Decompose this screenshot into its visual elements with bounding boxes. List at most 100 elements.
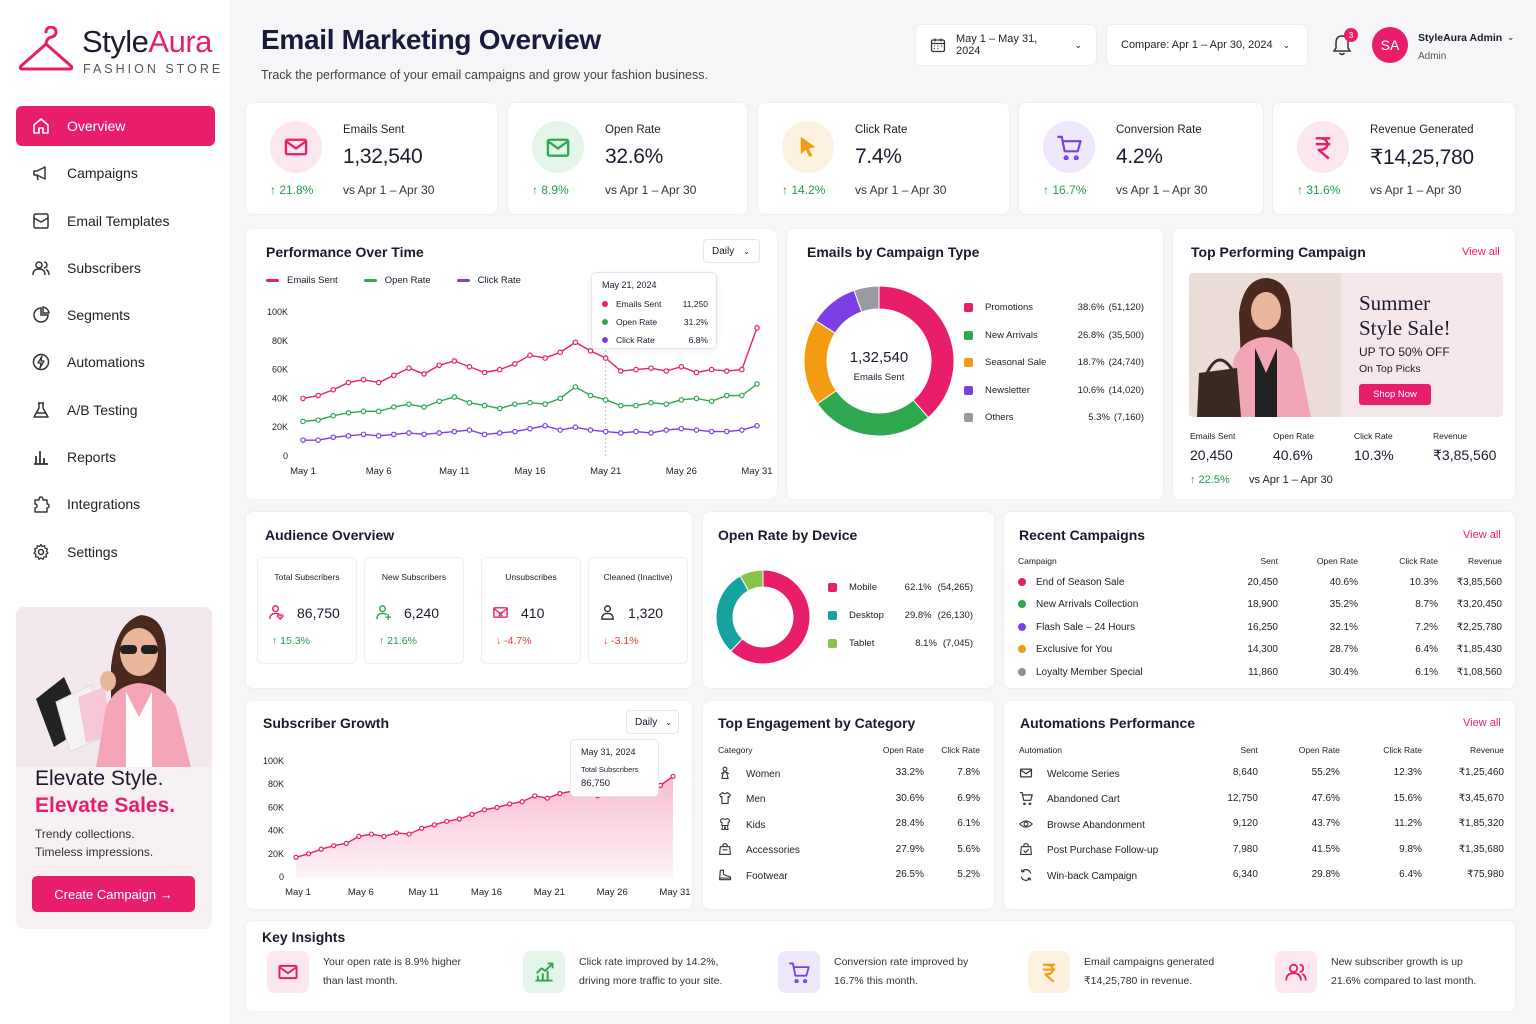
banner-title: Summer Style Sale!	[1359, 291, 1451, 340]
table-cell: 28.7%	[1278, 639, 1358, 662]
user-name[interactable]: StyleAura Admin	[1418, 32, 1503, 44]
sidebar-item-segments[interactable]: Segments	[16, 295, 215, 335]
table-row[interactable]: Welcome Series 8,640 55.2% 12.3% ₹1,25,460	[1019, 760, 1504, 786]
y-tick-label: 40K	[272, 393, 288, 403]
legend-label: Open Rate	[384, 275, 431, 286]
sidebar-item-label: Reports	[67, 449, 117, 466]
legend-pct: 18.7%	[1077, 357, 1105, 368]
table-row[interactable]: Footwear 26.5% 5.2%	[718, 862, 980, 888]
kpi-value: 1,32,540	[343, 145, 423, 168]
table-row[interactable]: Win-back Campaign 6,340 29.8% 6.4% ₹75,980	[1019, 862, 1504, 888]
table-row[interactable]: Abandoned Cart 12,750 47.6% 15.6% ₹3,45,670	[1019, 786, 1504, 812]
chevron-down-icon[interactable]: ⌄	[1507, 32, 1515, 42]
compare-picker[interactable]: Compare: Apr 1 – Apr 30, 2024 ⌄	[1106, 24, 1308, 66]
legend-item: Open Rate	[363, 275, 431, 286]
campaign-banner[interactable]: Summer Style Sale! UP TO 50% OFF On Top P…	[1189, 273, 1503, 417]
notification-button[interactable]: 3	[1332, 28, 1358, 56]
audience-stat-unsubscribes[interactable]: Unsubscribes 410 ↓ -4.7%	[481, 557, 581, 664]
data-point	[557, 427, 564, 433]
cart-icon	[1019, 791, 1033, 806]
legend-value: (7,045)	[942, 638, 973, 649]
automations-table: Automation Sent Open Rate Click Rate Revenue…	[1019, 740, 1504, 888]
table-row[interactable]: Flash Sale – 24 Hours 16,250 32.1% 7.2% ₹2,2…	[1018, 616, 1502, 639]
insight-item: Your open rate is 8.9% higher than last m…	[267, 951, 461, 993]
sidebar-item-integrations[interactable]: Integrations	[16, 484, 215, 524]
cell-text: New Arrivals Collection	[1036, 599, 1139, 611]
view-all-link[interactable]: View all	[1463, 529, 1501, 541]
table-row[interactable]: Exclusive for You 14,300 28.7% 6.4% ₹1,85,43…	[1018, 639, 1502, 662]
kpi-value: ₹14,25,780	[1370, 146, 1474, 169]
view-all-link[interactable]: View all	[1463, 717, 1501, 729]
table-cell: Abandoned Cart	[1019, 786, 1198, 812]
table-cell: 8.7%	[1358, 594, 1438, 617]
table-row[interactable]: Men 30.6% 6.9%	[718, 786, 980, 812]
kpi-label: Conversion Rate	[1116, 124, 1202, 136]
tooltip-label: Emails Sent	[616, 299, 662, 309]
kpi-card-click-rate[interactable]: Click Rate 7.4% ↑ 14.2% vs Apr 1 – Apr 30	[757, 102, 1010, 215]
create-campaign-button[interactable]: Create Campaign →	[32, 876, 195, 912]
pie-icon	[32, 306, 50, 324]
kpi-card-open-rate[interactable]: Open Rate 32.6% ↑ 8.9% vs Apr 1 – Apr 30	[507, 102, 748, 215]
table-cell: ₹1,25,460	[1422, 760, 1504, 786]
table-row[interactable]: Women 33.2% 7.8%	[718, 760, 980, 786]
megaphone-icon	[32, 164, 50, 182]
data-point	[444, 818, 450, 824]
data-point	[451, 358, 458, 364]
audience-stat-new-subscribers[interactable]: New Subscribers 6,240 ↑ 21.6%	[364, 557, 464, 664]
sidebar-item-reports[interactable]: Reports	[16, 437, 215, 477]
sidebar-item-subscribers[interactable]: Subscribers	[16, 248, 215, 288]
promo-desc: Trendy collections. Timeless impressions.	[35, 827, 154, 859]
data-point	[663, 401, 670, 407]
kpi-compare: vs Apr 1 – Apr 30	[343, 183, 435, 197]
x-tick-label: May 6	[348, 887, 374, 898]
brand-logo[interactable]: StyleAura FASHION STORE	[18, 22, 228, 82]
data-point	[587, 348, 594, 354]
sidebar-item-overview[interactable]: Overview	[16, 106, 215, 146]
sidebar-item-settings[interactable]: Settings	[16, 532, 215, 572]
audience-stat-cleaned-inactive[interactable]: Cleaned (Inactive) 1,320 ↓ -3.1%	[588, 557, 688, 664]
view-all-link[interactable]: View all	[1462, 246, 1500, 258]
insight-item: Conversion rate improved by 16.7% this mo…	[778, 951, 968, 993]
kpi-card-revenue-generated[interactable]: Revenue Generated ₹14,25,780 ↑ 31.6% vs Apr…	[1272, 102, 1516, 215]
interval-select[interactable]: Daily ⌄	[703, 239, 760, 263]
data-point	[723, 428, 730, 435]
eye-icon	[1019, 817, 1033, 831]
interval-select[interactable]: Daily ⌄	[626, 710, 679, 734]
tooltip-dot	[602, 337, 608, 343]
kpi-card-conversion-rate[interactable]: Conversion Rate 4.2% ↑ 16.7% vs Apr 1 – Apr…	[1018, 102, 1264, 215]
data-point	[678, 363, 685, 370]
table-row[interactable]: New Arrivals Collection 18,900 35.2% 8.7% ₹3…	[1018, 594, 1502, 617]
legend-item: Tablet 8.1% (7,045)	[828, 638, 973, 649]
table-row[interactable]: Post Purchase Follow-up 7,980 41.5% 9.8% ₹1,…	[1019, 837, 1504, 863]
table-cell: 40.6%	[1278, 571, 1358, 594]
table-cell: 18,900	[1198, 594, 1278, 617]
data-point	[305, 851, 312, 857]
date-range-picker[interactable]: May 1 – May 31, 2024 ⌄	[915, 24, 1097, 66]
mail-icon	[277, 961, 299, 983]
insight-item: Email campaigns generated ₹14,25,780 in r…	[1028, 951, 1214, 993]
x-tick-label: May 26	[666, 466, 697, 477]
row-icon-wrap	[718, 868, 732, 882]
data-point	[532, 793, 538, 799]
table-row[interactable]: End of Season Sale 20,450 40.6% 10.3% ₹3,85,…	[1018, 571, 1502, 594]
avatar[interactable]: SA	[1372, 27, 1408, 63]
table-row[interactable]: Kids 28.4% 6.1%	[718, 811, 980, 837]
table-row[interactable]: Loyalty Member Special 11,860 30.4% 6.1% ₹1,…	[1018, 661, 1502, 684]
shop-now-button[interactable]: Shop Now	[1359, 384, 1431, 405]
table-row[interactable]: Accessories 27.9% 5.6%	[718, 837, 980, 863]
data-point	[754, 422, 760, 429]
kpi-card-emails-sent[interactable]: Emails Sent 1,32,540 ↑ 21.8% vs Apr 1 – Apr…	[245, 102, 498, 215]
table-cell: 30.4%	[1278, 661, 1358, 684]
data-point	[360, 431, 367, 438]
data-point	[633, 402, 639, 409]
bag-check-icon	[1019, 842, 1033, 856]
cell-text: 5.6%	[957, 843, 980, 855]
audience-stat-total-subscribers[interactable]: Total Subscribers 86,750 ↑ 15.3%	[257, 557, 357, 664]
stat-label: Total Subscribers	[274, 572, 340, 582]
sidebar-item-automations[interactable]: Automations	[16, 342, 215, 382]
sidebar-item-a-b-testing[interactable]: A/B Testing	[16, 390, 215, 430]
sidebar-item-campaigns[interactable]: Campaigns	[16, 153, 215, 193]
chevron-down-icon: ⌄	[743, 246, 750, 256]
sidebar-item-email-templates[interactable]: Email Templates	[16, 201, 215, 241]
table-row[interactable]: Browse Abandonment 9,120 43.7% 11.2% ₹1,85,3…	[1019, 811, 1504, 837]
